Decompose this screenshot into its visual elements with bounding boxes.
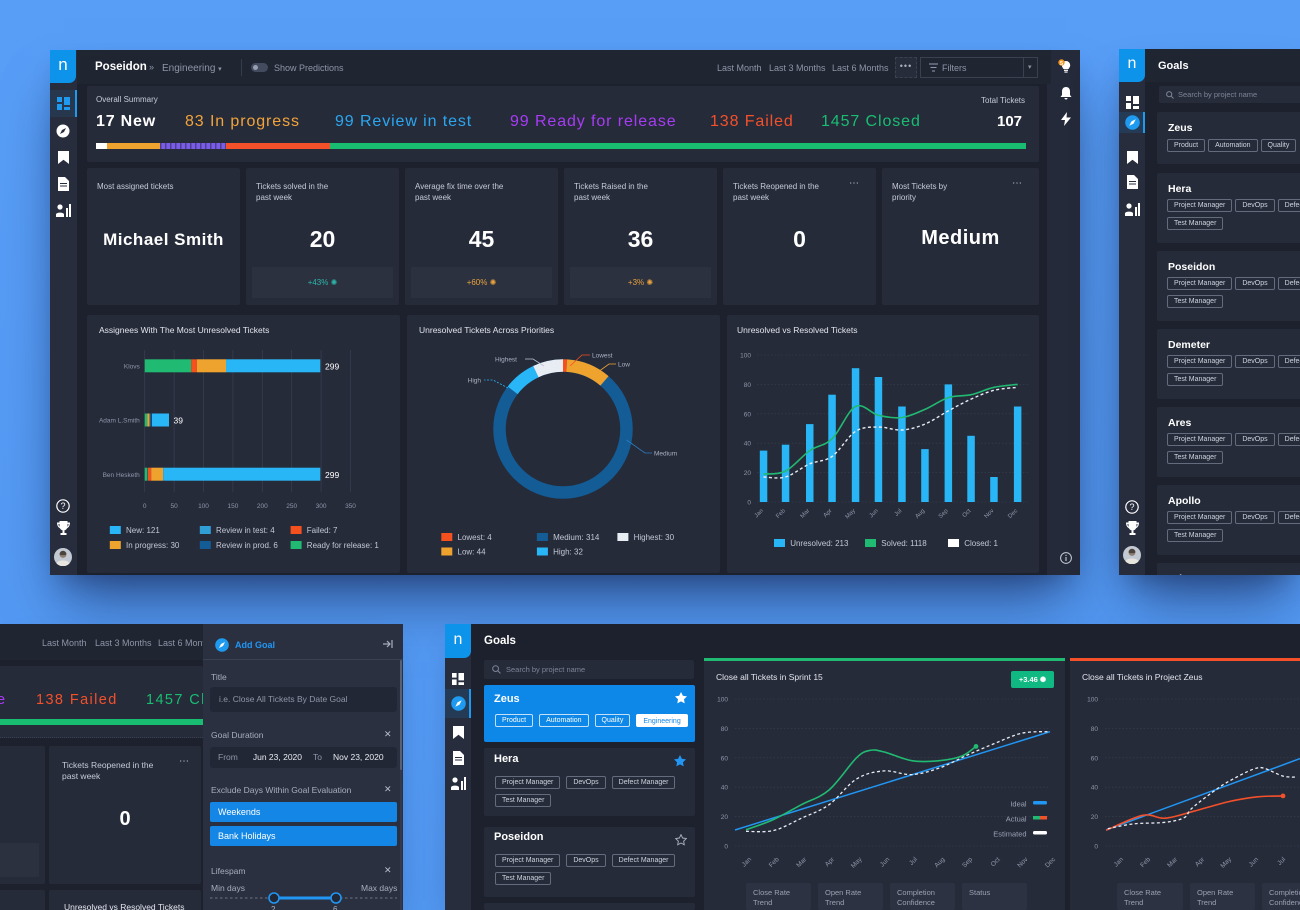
svg-text:100: 100 (740, 353, 751, 360)
svg-text:60: 60 (744, 411, 752, 418)
svg-text:Aug: Aug (915, 508, 927, 520)
svg-text:Adam L.Smith: Adam L.Smith (99, 418, 140, 425)
svg-text:60: 60 (721, 755, 729, 762)
svg-text:Feb: Feb (768, 856, 781, 869)
svg-text:40: 40 (1091, 785, 1099, 792)
svg-text:Unresolved vs Resolved Tickets: Unresolved vs Resolved Tickets (737, 325, 857, 335)
svg-text:0: 0 (1094, 844, 1098, 851)
svg-text:Ready for release: 1: Ready for release: 1 (307, 541, 380, 550)
svg-text:Failed: 7: Failed: 7 (307, 526, 338, 535)
svg-text:100: 100 (717, 697, 728, 704)
svg-text:Estimated: Estimated (993, 830, 1026, 839)
svg-text:In progress: 30: In progress: 30 (126, 541, 180, 550)
svg-text:Feb: Feb (775, 508, 787, 520)
svg-text:Klovs: Klovs (124, 364, 141, 371)
svg-text:May: May (850, 856, 864, 870)
svg-text:Aug: Aug (933, 856, 946, 869)
svg-text:Medium: 314: Medium: 314 (553, 533, 600, 542)
svg-text:200: 200 (257, 503, 268, 510)
svg-text:Jan: Jan (754, 508, 765, 519)
svg-text:Sep: Sep (938, 508, 950, 520)
svg-text:High: High (468, 378, 482, 385)
svg-text:Mar: Mar (1166, 856, 1179, 869)
svg-text:?: ? (60, 501, 65, 511)
svg-text:Solved: 1118: Solved: 1118 (881, 539, 927, 548)
svg-text:20: 20 (1091, 814, 1099, 821)
svg-text:100: 100 (198, 503, 209, 510)
svg-text:Assignees With The Most Unreso: Assignees With The Most Unresolved Ticke… (99, 325, 269, 335)
svg-text:High: 32: High: 32 (553, 548, 583, 557)
svg-text:Ben Hesketh: Ben Hesketh (103, 472, 141, 479)
svg-text:Highest: Highest (495, 357, 517, 364)
svg-text:39: 39 (174, 416, 184, 426)
svg-text:Dec: Dec (1044, 856, 1058, 870)
svg-text:299: 299 (325, 362, 339, 372)
svg-text:299: 299 (325, 470, 339, 480)
svg-text:May: May (845, 508, 857, 520)
svg-text:Unresolved: 213: Unresolved: 213 (790, 539, 849, 548)
svg-text:40: 40 (721, 785, 729, 792)
svg-text:Feb: Feb (1139, 856, 1152, 869)
svg-text:Apr: Apr (824, 856, 837, 869)
svg-text:80: 80 (721, 726, 729, 733)
svg-text:350: 350 (345, 503, 356, 510)
svg-text:Jun: Jun (1248, 856, 1261, 869)
svg-text:Lowest: 4: Lowest: 4 (458, 533, 493, 542)
svg-text:60: 60 (1091, 755, 1099, 762)
svg-text:Oct: Oct (990, 856, 1002, 868)
svg-text:Dec: Dec (1007, 508, 1019, 520)
svg-text:Low: Low (618, 362, 630, 369)
svg-text:Review in prod. 6: Review in prod. 6 (216, 541, 278, 550)
svg-text:Mar: Mar (795, 856, 808, 869)
svg-text:0: 0 (724, 844, 728, 851)
svg-text:Closed: 1: Closed: 1 (964, 539, 998, 548)
svg-text:50: 50 (170, 503, 178, 510)
svg-text:Jul: Jul (894, 508, 904, 518)
svg-text:Highest: 30: Highest: 30 (634, 533, 675, 542)
svg-text:80: 80 (744, 382, 752, 389)
svg-text:Oct: Oct (962, 508, 973, 519)
svg-text:Lowest: Lowest (592, 353, 613, 360)
svg-text:Sep: Sep (961, 856, 974, 869)
svg-text:Unresolved Tickets Across Prio: Unresolved Tickets Across Priorities (419, 325, 554, 335)
svg-text:Apr: Apr (823, 508, 834, 519)
svg-text:20: 20 (721, 814, 729, 821)
svg-text:300: 300 (316, 503, 327, 510)
svg-text:0: 0 (747, 500, 751, 507)
svg-text:Apr: Apr (1194, 856, 1207, 869)
svg-text:0: 0 (143, 503, 147, 510)
svg-text:Jun: Jun (869, 508, 880, 519)
svg-text:Jul: Jul (908, 856, 919, 867)
svg-text:Mar: Mar (800, 508, 812, 520)
svg-text:Jan: Jan (1113, 856, 1126, 869)
svg-text:80: 80 (1091, 726, 1099, 733)
svg-text:Jan: Jan (741, 856, 754, 869)
svg-text:Medium: Medium (654, 451, 677, 458)
svg-text:20: 20 (744, 470, 752, 477)
svg-text:Nov: Nov (1016, 856, 1030, 870)
svg-text:5: 5 (1060, 61, 1063, 67)
svg-text:Low: 44: Low: 44 (458, 548, 487, 557)
svg-text:Jun: Jun (879, 856, 892, 869)
svg-text:Ideal: Ideal (1010, 800, 1027, 809)
svg-text:Jul: Jul (1276, 856, 1287, 867)
svg-text:Review in test: 4: Review in test: 4 (216, 526, 275, 535)
svg-text:Nov: Nov (984, 508, 996, 520)
svg-text:250: 250 (286, 503, 297, 510)
svg-text:100: 100 (1087, 697, 1098, 704)
svg-text:May: May (1219, 856, 1233, 870)
svg-text:40: 40 (744, 441, 752, 448)
svg-text:Actual: Actual (1006, 815, 1027, 824)
svg-text:150: 150 (227, 503, 238, 510)
svg-text:New: 121: New: 121 (126, 526, 160, 535)
svg-text:?: ? (1129, 502, 1134, 512)
